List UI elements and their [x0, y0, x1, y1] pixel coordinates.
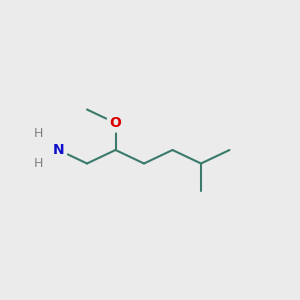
- Text: H: H: [33, 127, 43, 140]
- Text: N: N: [53, 143, 64, 157]
- Text: H: H: [33, 157, 43, 170]
- Text: O: O: [110, 116, 122, 130]
- Circle shape: [106, 114, 124, 132]
- Circle shape: [50, 141, 68, 159]
